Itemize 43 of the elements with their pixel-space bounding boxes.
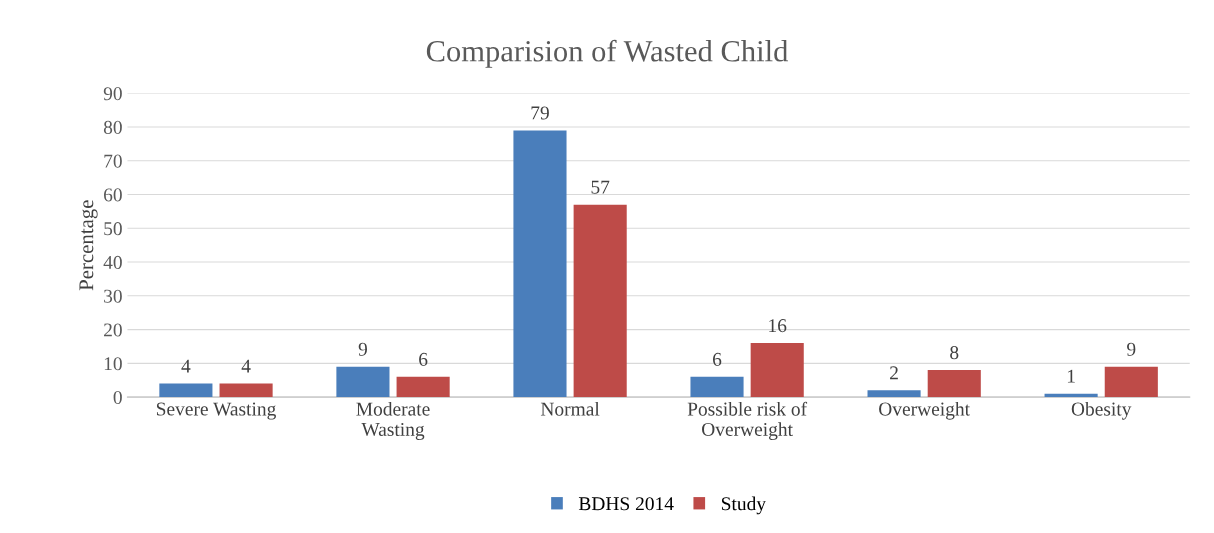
x-tick-label: Overweight — [879, 401, 970, 420]
data-label: 4 — [241, 359, 251, 373]
y-tick-label: 40 — [103, 255, 122, 269]
data-label: 8 — [950, 346, 959, 360]
x-tick-label: Normal — [540, 401, 600, 416]
x-tick-label: Obesity — [1071, 401, 1132, 420]
bar — [690, 376, 744, 398]
data-label: 4 — [181, 359, 191, 373]
y-axis-title: Percentage — [79, 200, 98, 291]
y-tick-label: 50 — [104, 222, 122, 236]
data-label: 6 — [419, 352, 428, 366]
data-label: 2 — [890, 366, 898, 380]
legend-label: Study — [721, 496, 766, 515]
y-tick-label: 70 — [104, 154, 122, 168]
bar — [396, 376, 450, 398]
y-tick-label: 80 — [103, 120, 122, 134]
data-label: 9 — [358, 342, 367, 356]
y-tick-label: 10 — [104, 357, 122, 371]
y-tick-label: 0 — [113, 390, 122, 405]
bar — [336, 366, 390, 398]
bar — [867, 390, 921, 398]
chart-title: Comparision of Wasted Child — [426, 39, 789, 68]
data-label: 1 — [1067, 369, 1075, 383]
bar — [750, 343, 804, 398]
data-label: 57 — [591, 180, 610, 194]
bar — [159, 383, 213, 398]
x-tick-label: Moderate Wasting — [356, 401, 430, 440]
bar — [219, 383, 273, 398]
data-label: 9 — [1127, 342, 1136, 356]
data-label: 6 — [712, 352, 722, 366]
bar — [927, 370, 981, 398]
y-tick-label: 30 — [104, 289, 122, 303]
y-tick-label: 60 — [104, 188, 122, 202]
data-label: 79 — [531, 106, 549, 120]
x-tick-label: Possible risk of Overweight — [687, 401, 808, 440]
x-tick-label: Severe Wasting — [156, 402, 276, 420]
bar — [513, 130, 567, 398]
y-tick-label: 90 — [103, 87, 122, 101]
bar — [573, 204, 627, 398]
legend-label: BDHS 2014 — [578, 497, 674, 511]
y-tick-label: 20 — [104, 323, 122, 337]
data-label: 16 — [769, 319, 787, 333]
bar — [1104, 366, 1158, 398]
